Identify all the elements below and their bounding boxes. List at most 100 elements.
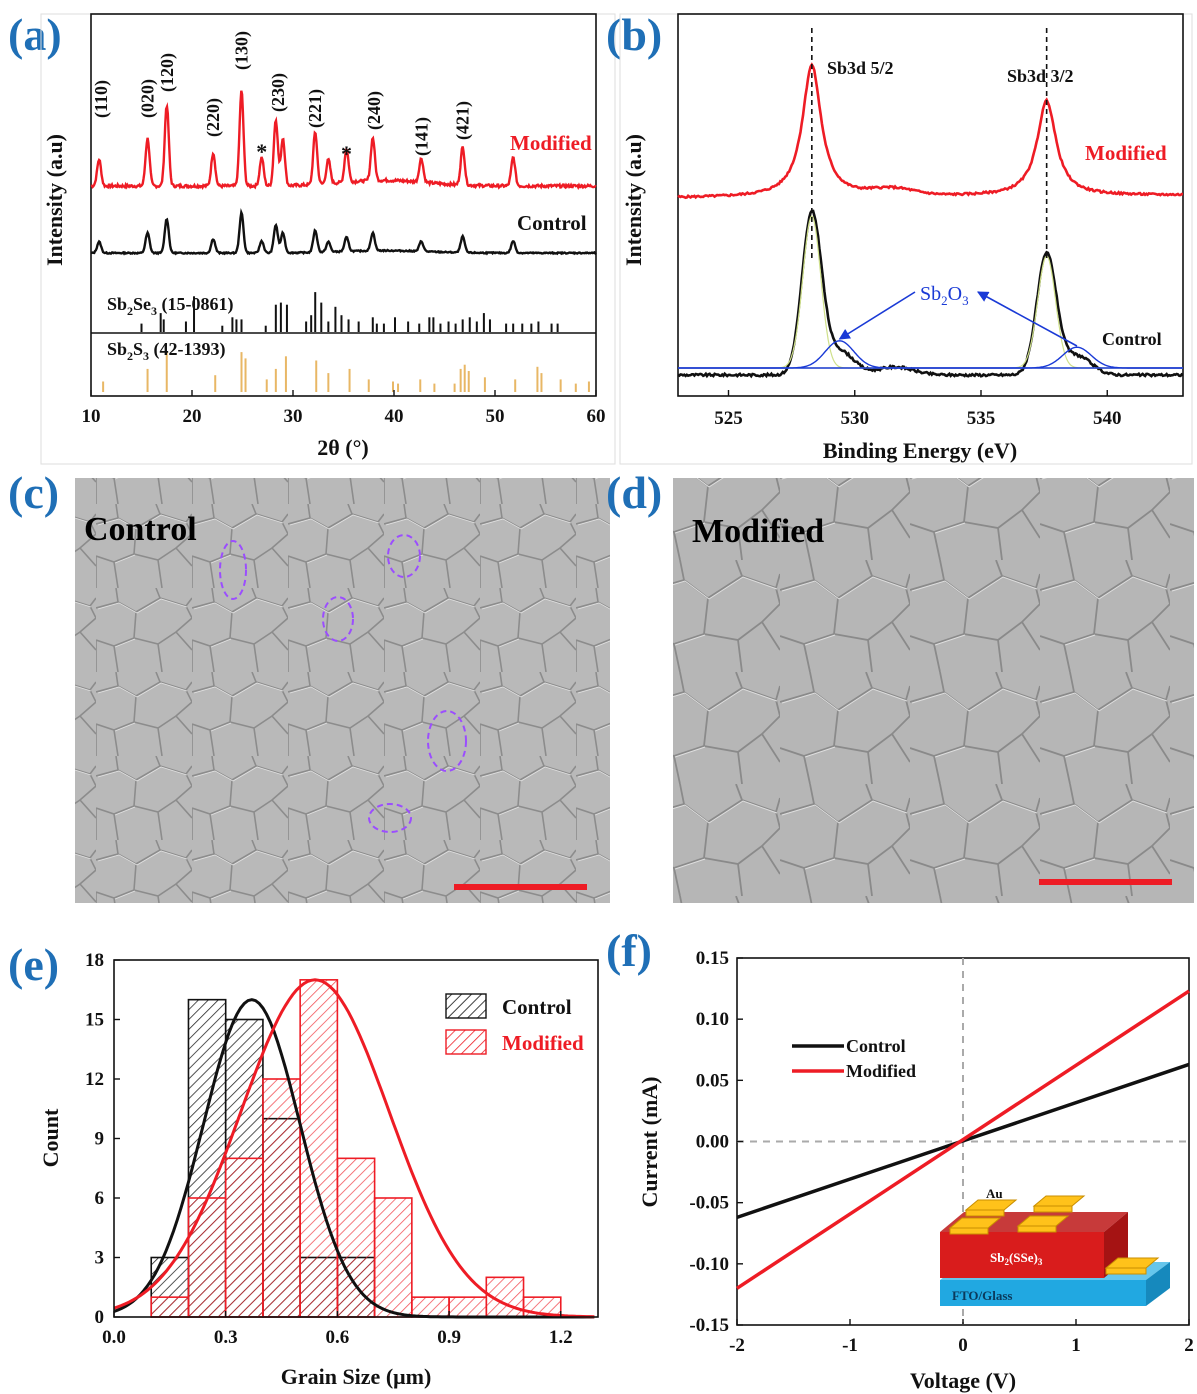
inset-absorber-label: Sb2(SSe)3 — [990, 1250, 1043, 1267]
peak-label: (141) — [411, 117, 432, 156]
y-tick-label: -0.05 — [689, 1193, 729, 1214]
x-tick-label: 0.6 — [326, 1327, 350, 1348]
peak-sb3d52-label: Sb3d 5/2 — [827, 58, 894, 78]
sem-modified-title: Modified — [692, 513, 824, 550]
panel-e-x-label: Grain Size (μm) — [281, 1364, 432, 1389]
device-structure-inset: Au Sb2(SSe)3 FTO/Glass — [940, 1186, 1170, 1306]
au-electrodes — [948, 1195, 1160, 1275]
panel-f-iv: (f) -2 -1 0 1 2 0.15 0.10 0.05 0.00 -0.05 -0.10 -0.… — [606, 925, 1194, 1393]
defect-ellipse — [387, 534, 421, 578]
y-tick-label: 0.00 — [696, 1132, 729, 1153]
x-tick-label: 60 — [587, 406, 606, 427]
panel-e-histogram: (e) 0.0 0.3 0.6 0.9 1.2 0 3 6 9 12 15 18 Grain Size… — [8, 939, 599, 1389]
panel-label-e: (e) — [8, 939, 59, 990]
sb2o3-arrow — [977, 291, 1078, 347]
y-tick-label: 18 — [85, 950, 104, 971]
x-tick-label: 1 — [1071, 1335, 1081, 1356]
x-tick-label: 535 — [967, 408, 996, 429]
panel-a-modified-label: Modified — [510, 131, 592, 155]
panel-e-legend: Control Modified — [445, 993, 584, 1055]
fit-component — [678, 255, 1183, 369]
y-tick-label: 0 — [95, 1307, 105, 1328]
fto-layer — [940, 1280, 1146, 1306]
y-tick-label: 9 — [95, 1129, 105, 1150]
panel-b-y-label: Intensity (a.u) — [621, 134, 646, 266]
x-tick-label: 1.2 — [549, 1327, 573, 1348]
legend-control: Control — [846, 1036, 906, 1056]
x-tick-label: 10 — [82, 406, 101, 427]
y-tick-label: 15 — [85, 1010, 104, 1031]
panel-a-x-label: 2θ (°) — [317, 435, 368, 460]
defect-ellipse — [322, 596, 354, 642]
panel-a-y-label: Intensity (a.u) — [42, 134, 67, 266]
x-tick-label: -2 — [729, 1335, 745, 1356]
legend-swatch-control — [445, 993, 487, 1019]
bar-modified — [262, 1078, 301, 1318]
sb2o3-arrow — [838, 291, 916, 340]
peak-labels: (110) (020)(120) (220) (130) (230) (221) (240)… — [91, 31, 474, 166]
y-tick-label: 0.10 — [696, 1009, 729, 1030]
bar-modified — [187, 1197, 227, 1318]
panel-a-xrd: (a) 10 20 30 40 50 60 (110) (020)(120) (220) (13… — [8, 9, 616, 465]
y-tick-label: -0.15 — [689, 1315, 729, 1336]
panel-a-x-ticks: 10 20 30 40 50 60 — [82, 390, 606, 427]
panel-label-b: (b) — [606, 9, 662, 60]
defect-ellipse — [219, 540, 247, 600]
panel-label-d: (d) — [606, 467, 662, 518]
sem-image-control — [75, 478, 610, 903]
panel-c-sem-control: (c) Control — [8, 467, 610, 903]
defect-ellipse — [427, 710, 467, 772]
peak-label: (220) — [203, 98, 224, 137]
y-tick-label: -0.10 — [689, 1254, 729, 1275]
x-tick-label: 530 — [841, 408, 870, 429]
peak-label: (110) — [91, 80, 112, 118]
ref-s-label: Sb2S3 (42-1393) — [107, 339, 226, 363]
absorber-layer — [940, 1232, 1104, 1278]
x-tick-label: 0.9 — [437, 1327, 461, 1348]
legend-control: Control — [502, 995, 572, 1019]
xrd-control-curve — [90, 207, 597, 256]
sb2o3-label: Sb2O3 — [920, 283, 969, 308]
x-tick-label: -1 — [842, 1335, 858, 1356]
scale-bar — [1039, 879, 1172, 885]
panel-b-x-ticks: 525 530 535 540 — [714, 390, 1122, 429]
legend-modified: Modified — [846, 1061, 916, 1081]
reference-patterns — [102, 292, 590, 392]
x-tick-label: 30 — [284, 406, 303, 427]
panel-e-y-label: Count — [38, 1108, 63, 1167]
panel-a-plot-frame — [90, 13, 597, 397]
legend-modified: Modified — [502, 1031, 584, 1055]
peak-sb3d32-label: Sb3d 3/2 — [1007, 66, 1074, 86]
inset-substrate-label: FTO/Glass — [952, 1288, 1012, 1303]
y-tick-label: 6 — [95, 1188, 105, 1209]
defect-ellipse — [368, 803, 412, 833]
y-tick-label: 0.15 — [696, 948, 729, 969]
xrd-modified-curve — [90, 90, 597, 191]
x-tick-label: 50 — [486, 406, 505, 427]
bar-modified — [336, 1157, 376, 1318]
bar-modified — [448, 1296, 488, 1318]
panel-e-ticks: 0.0 0.3 0.6 0.9 1.2 0 3 6 9 12 15 18 — [85, 950, 573, 1348]
x-tick-label: 40 — [385, 406, 404, 427]
x-tick-label: 2 — [1184, 1335, 1194, 1356]
panel-f-x-label: Voltage (V) — [910, 1368, 1016, 1393]
panel-b-x-label: Binding Energy (eV) — [823, 438, 1017, 463]
peak-label: (130) — [231, 31, 252, 70]
panel-f-ticks: -2 -1 0 1 2 0.15 0.10 0.05 0.00 -0.05 -0.10 -0.15 — [689, 948, 1193, 1356]
peak-label: (240) — [364, 91, 385, 130]
x-tick-label: 525 — [714, 408, 743, 429]
y-tick-label: 0.05 — [696, 1070, 729, 1091]
x-tick-label: 20 — [183, 406, 202, 427]
impurity-star: * — [341, 141, 352, 166]
panel-f-legend: Control Modified — [792, 1036, 916, 1081]
bar-modified — [411, 1296, 450, 1318]
peak-label: (221) — [305, 89, 326, 128]
panel-b-xps: (b) 525 530 535 540 Binding Energy (eV) Int… — [606, 9, 1193, 465]
panel-a-control-label: Control — [517, 211, 587, 235]
panel-f-y-label: Current (mA) — [637, 1077, 662, 1208]
bar-modified — [373, 1197, 413, 1318]
bar-modified — [150, 1296, 190, 1318]
xps-curves — [677, 28, 1184, 379]
peak-label: (230) — [268, 73, 289, 112]
